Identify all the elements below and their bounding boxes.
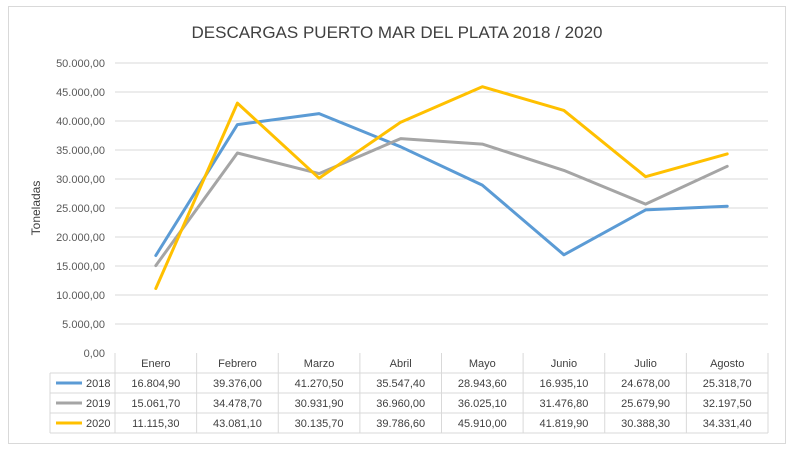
data-label: 25.318,70 [703,378,752,390]
data-label: 28.943,60 [458,378,507,390]
data-label: 25.679,90 [621,398,670,410]
data-label: 36.025,10 [458,398,507,410]
y-tick-label: 0,00 [84,348,105,360]
data-label: 30.135,70 [295,418,344,430]
legend-label: 2020 [86,418,110,430]
data-label: 31.476,80 [539,398,588,410]
series-lines [154,85,729,290]
y-tick-label: 10.000,00 [56,290,105,302]
data-label: 45.910,00 [458,418,507,430]
chart-frame [8,6,786,444]
legend-label: 2019 [86,398,110,410]
data-label: 32.197,50 [703,398,752,410]
y-tick-label: 30.000,00 [56,174,105,186]
data-label: 30.931,90 [295,398,344,410]
data-label: 39.376,00 [213,378,262,390]
data-label: 16.935,10 [539,378,588,390]
legend-label: 2018 [86,378,110,390]
x-tick-label: Marzo [304,358,335,370]
y-tick-label: 45.000,00 [56,87,105,99]
x-tick-label: Junio [551,358,577,370]
series-line-2020 [154,85,729,290]
chart-title: DESCARGAS PUERTO MAR DEL PLATA 2018 / 20… [191,23,602,42]
data-label: 36.960,00 [376,398,425,410]
x-tick-label: Mayo [469,358,496,370]
data-label: 30.388,30 [621,418,670,430]
data-label: 41.819,90 [539,418,588,430]
data-label: 41.270,50 [295,378,344,390]
data-label: 24.678,00 [621,378,670,390]
data-table: Enero Febrero Marzo Abril Mayo Junio Julio Agos… [49,353,769,434]
y-tick-label: 50.000,00 [56,58,105,70]
data-label: 16.804,90 [131,378,180,390]
y-tick-label: 40.000,00 [56,116,105,128]
series-line-2019 [154,137,729,268]
y-tick-label: 20.000,00 [56,232,105,244]
x-tick-label: Julio [634,358,657,370]
y-axis-label: Toneladas [29,181,43,236]
series-line-2018 [154,112,729,257]
data-label: 43.081,10 [213,418,262,430]
y-tick-labels: 0,00 5.000,00 10.000,00 15.000,00 20.000,00 2… [56,58,105,360]
data-label: 34.478,70 [213,398,262,410]
y-tick-label: 35.000,00 [56,145,105,157]
data-label: 11.115,30 [132,418,179,430]
y-tick-label: 25.000,00 [56,203,105,215]
data-label: 39.786,60 [376,418,425,430]
y-tick-label: 15.000,00 [56,261,105,273]
x-tick-label: Enero [141,358,170,370]
x-tick-label: Febrero [218,358,257,370]
data-label: 35.547,40 [376,378,425,390]
x-tick-label: Abril [390,358,412,370]
data-label: 34.331,40 [703,418,752,430]
x-tick-label: Agosto [710,358,744,370]
data-label: 15.061,70 [131,398,180,410]
y-tick-label: 5.000,00 [62,319,105,331]
